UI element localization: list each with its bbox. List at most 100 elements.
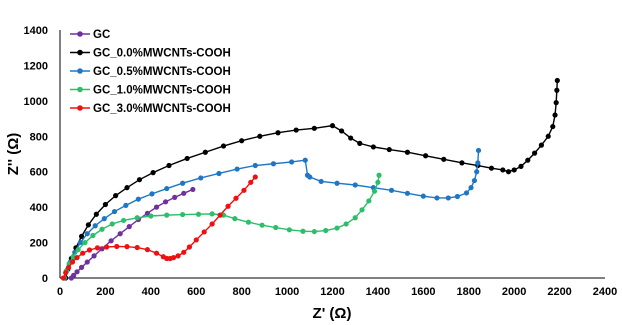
series-line bbox=[63, 175, 380, 279]
data-point bbox=[359, 207, 365, 213]
data-point bbox=[217, 212, 223, 218]
series-3 bbox=[61, 172, 382, 281]
x-tick-label: 2000 bbox=[502, 286, 526, 298]
y-tick-label: 1200 bbox=[24, 60, 48, 72]
data-point bbox=[257, 133, 263, 139]
data-point bbox=[102, 201, 109, 208]
series-0 bbox=[68, 186, 196, 281]
data-point bbox=[475, 160, 481, 166]
legend-label: GC_3.0%MWCNTs-COOH bbox=[93, 103, 231, 115]
data-point bbox=[69, 259, 76, 265]
data-point bbox=[180, 180, 186, 186]
x-tick-label: 1600 bbox=[411, 286, 435, 298]
y-tick-label: 0 bbox=[42, 273, 48, 285]
y-tick-label: 1000 bbox=[24, 96, 48, 108]
data-point bbox=[60, 275, 67, 281]
x-tick-label: 200 bbox=[96, 286, 114, 298]
data-point bbox=[302, 157, 308, 163]
data-point bbox=[84, 259, 90, 265]
data-point bbox=[423, 153, 429, 159]
data-point bbox=[293, 127, 299, 133]
y-tick-label: 400 bbox=[30, 202, 48, 214]
legend-item: GC_1.0%MWCNTs-COOH bbox=[70, 85, 231, 97]
data-point bbox=[259, 222, 265, 228]
data-point bbox=[172, 194, 178, 200]
data-point bbox=[195, 211, 202, 217]
data-point bbox=[273, 224, 279, 231]
data-point bbox=[252, 174, 258, 180]
data-point bbox=[252, 162, 258, 169]
data-point bbox=[180, 211, 186, 218]
data-point bbox=[554, 87, 560, 93]
data-point bbox=[275, 130, 281, 136]
data-point bbox=[175, 253, 181, 259]
data-point bbox=[148, 213, 154, 219]
data-point bbox=[348, 135, 354, 141]
legend-item: GC bbox=[70, 29, 110, 41]
data-point bbox=[198, 175, 204, 181]
data-point bbox=[134, 215, 140, 221]
data-point bbox=[120, 217, 127, 224]
data-point bbox=[334, 225, 340, 231]
data-point bbox=[318, 178, 324, 185]
data-point bbox=[434, 195, 440, 201]
data-point bbox=[505, 169, 512, 175]
data-point bbox=[111, 208, 118, 215]
data-point bbox=[91, 253, 97, 259]
data-point bbox=[420, 193, 426, 199]
data-point bbox=[241, 187, 247, 193]
data-point bbox=[84, 231, 90, 237]
data-point bbox=[202, 149, 208, 155]
data-point bbox=[103, 244, 110, 250]
legend-swatch-marker bbox=[77, 86, 83, 93]
data-point bbox=[71, 272, 77, 278]
x-tick-label: 2400 bbox=[593, 286, 617, 298]
x-tick-label: 600 bbox=[187, 286, 205, 298]
legend-label: GC_0.0%MWCNTs-COOH bbox=[93, 48, 231, 60]
data-point bbox=[164, 185, 170, 192]
legend-label: GC_1.0%MWCNTs-COOH bbox=[93, 85, 231, 97]
series-1 bbox=[63, 77, 560, 281]
data-series bbox=[60, 77, 560, 281]
data-point bbox=[136, 177, 143, 183]
data-point bbox=[323, 227, 329, 234]
data-point bbox=[311, 125, 317, 131]
x-tick-label: 0 bbox=[57, 286, 63, 298]
data-point bbox=[404, 190, 411, 196]
data-point bbox=[93, 211, 99, 217]
data-point bbox=[123, 202, 129, 208]
y-axis-title: Z'' (Ω) bbox=[5, 133, 22, 175]
data-point bbox=[552, 112, 558, 118]
data-point bbox=[388, 187, 395, 193]
data-point bbox=[135, 196, 141, 202]
data-point bbox=[500, 167, 506, 173]
data-point bbox=[233, 195, 239, 201]
data-point bbox=[108, 238, 114, 244]
legend-item: GC_0.0%MWCNTs-COOH bbox=[70, 48, 231, 60]
data-point bbox=[239, 138, 245, 144]
data-point bbox=[101, 216, 107, 222]
data-point bbox=[63, 270, 69, 276]
data-point bbox=[234, 166, 240, 172]
data-point bbox=[166, 162, 172, 169]
data-point bbox=[74, 255, 80, 261]
data-point bbox=[386, 146, 392, 153]
data-point bbox=[357, 140, 363, 146]
data-point bbox=[338, 128, 345, 134]
data-point bbox=[307, 174, 313, 180]
data-point bbox=[554, 77, 560, 84]
data-point bbox=[538, 142, 545, 148]
x-tick-label: 2200 bbox=[547, 286, 571, 298]
legend-item: GC_3.0%MWCNTs-COOH bbox=[70, 103, 231, 115]
tick-labels: 0 200 400 600 800 1000 1200 1400 1600 1800 2000 220… bbox=[24, 25, 618, 298]
data-point bbox=[124, 244, 130, 250]
data-point bbox=[553, 100, 559, 106]
series-line bbox=[63, 150, 480, 279]
data-point bbox=[286, 227, 292, 233]
data-point bbox=[90, 232, 96, 239]
data-point bbox=[270, 161, 277, 167]
legend: GC GC_0.0%MWCNTs-COOH GC_0.5%MWCNTs-COOH GC… bbox=[70, 29, 231, 115]
data-point bbox=[216, 170, 222, 177]
series-line bbox=[64, 80, 559, 279]
